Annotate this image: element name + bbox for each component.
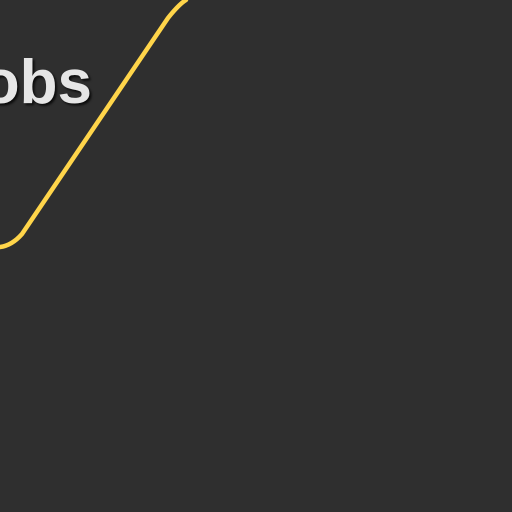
accent-curve-path xyxy=(0,0,189,250)
page-title: obs xyxy=(0,48,92,117)
